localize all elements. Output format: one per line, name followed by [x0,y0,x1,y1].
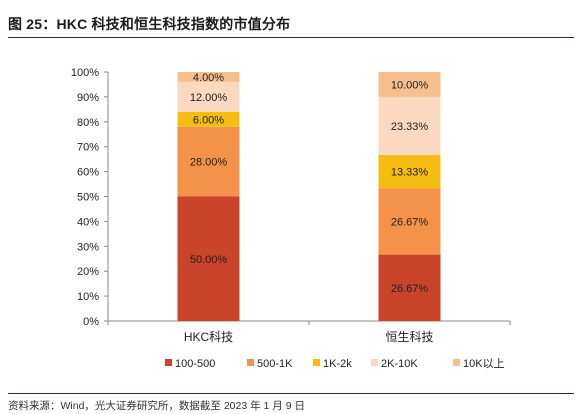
bar-segment [378,96,441,155]
y-tick-label: 90% [77,92,99,104]
title-divider [8,37,574,38]
bar-segment [177,196,240,321]
y-tick-label: 30% [77,241,99,253]
y-tick-label: 60% [77,167,99,179]
legend-swatch [247,359,254,366]
legend-swatch [371,359,378,366]
data-label: 4.00% [193,72,224,84]
legend-label: 500-1K [257,358,293,370]
legend-label: 2K-10K [381,358,418,370]
data-label: 12.00% [190,92,228,104]
y-tick-label: 0% [83,316,99,328]
data-label: 50.00% [190,254,228,266]
y-tick-label: 10% [77,291,99,303]
data-label: 28.00% [190,157,228,169]
legend-label: 100-500 [175,358,215,370]
bar-segment [378,188,441,255]
bar-segment [177,111,240,127]
data-label: 13.33% [391,167,429,179]
y-tick-label: 80% [77,117,99,129]
y-tick-label: 70% [77,142,99,154]
bar-segment [378,154,441,189]
bar-segment [177,126,240,197]
chart-axes: 0% 10% 20% 30% 40% 50% 60% 70% 80% 90% 100% HKC科技 恒生… [71,67,511,344]
y-tick-label: 50% [77,192,99,204]
chart-title: 图 25：HKC 科技和恒生科技指数的市值分布 [8,16,291,32]
bar-segment [378,72,441,97]
legend-label: 1K-2k [323,358,352,370]
data-label: 23.33% [391,121,429,133]
chart-bars: 50.00% 28.00% 6.00% 12.00% 4.00% 26.67% 26.67%… [177,72,441,321]
footer-divider [8,393,574,394]
legend-swatch [313,359,320,366]
y-tick-label: 40% [77,216,99,228]
data-label: 26.67% [391,216,429,228]
data-label: 26.67% [391,283,429,295]
y-tick-label: 20% [77,266,99,278]
x-category-label: HKC科技 [184,330,233,344]
legend-swatch [453,359,460,366]
data-label: 6.00% [193,114,224,126]
legend-label: 10K以上 [463,357,505,370]
bar-segment [177,81,240,112]
bar-segment [177,72,240,82]
bar-segment [378,254,441,321]
data-label: 10.00% [391,79,429,91]
legend-swatch [165,359,172,366]
x-category-label: 恒生科技 [385,330,433,344]
source-note: 资料来源：Wind，光大证券研究所，数据截至 2023 年 1 月 9 日 [8,400,305,412]
chart-legend: 100-500 500-1K 1K-2k 2K-10K 10K以上 [165,357,505,370]
y-tick-label: 100% [71,67,99,79]
